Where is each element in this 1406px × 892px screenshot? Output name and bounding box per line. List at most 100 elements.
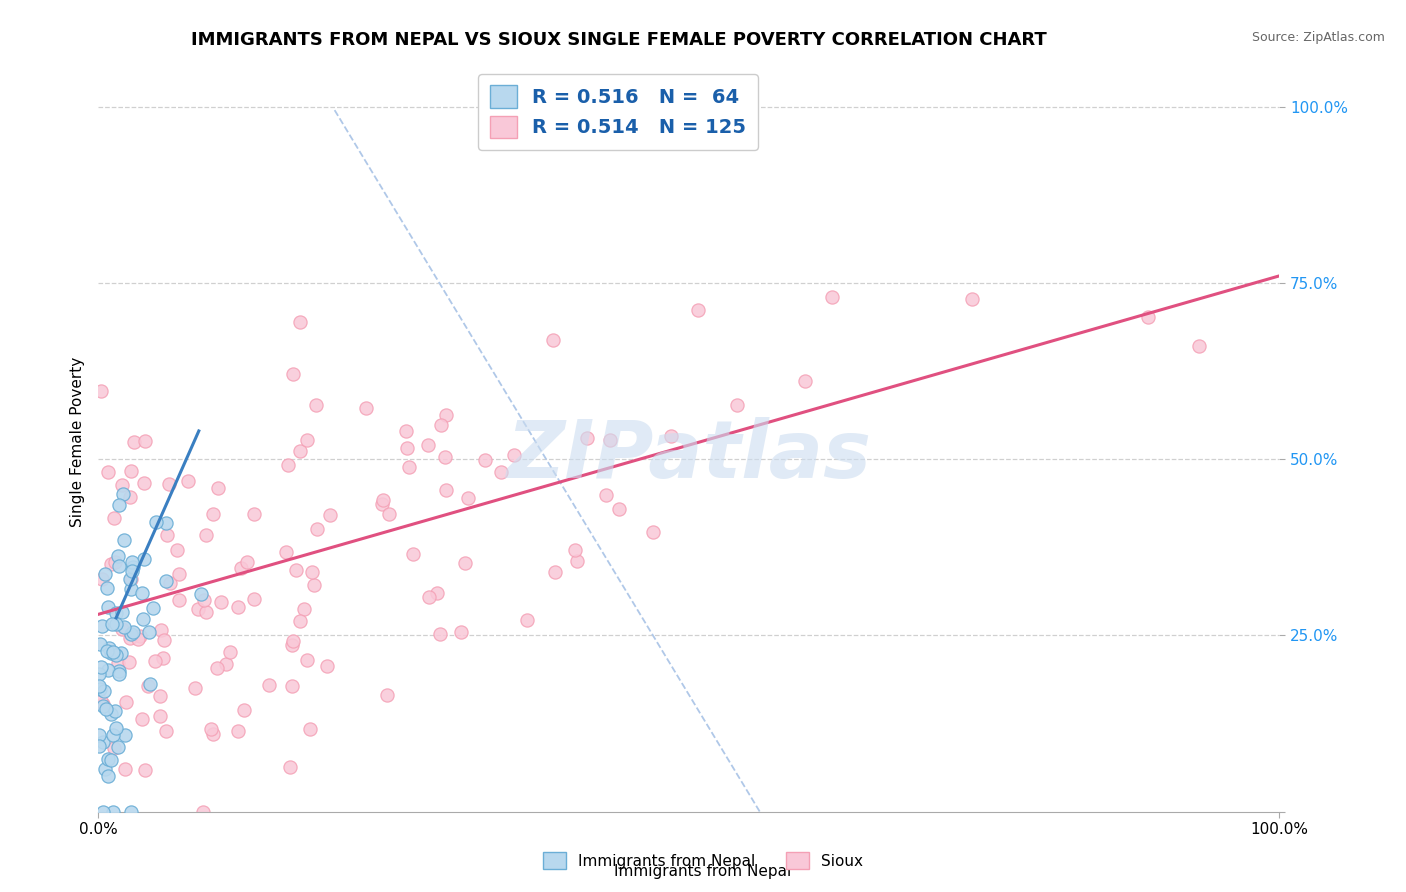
Point — [288, 614, 311, 628]
Point — [131, 712, 153, 726]
Point — [90, 619, 112, 633]
Point — [375, 688, 398, 702]
Point — [90, 659, 112, 673]
Point — [202, 507, 225, 521]
Point — [960, 292, 983, 306]
Point — [259, 678, 281, 692]
Point — [371, 497, 394, 511]
Point — [94, 762, 117, 776]
Point — [688, 302, 710, 317]
Point — [89, 728, 111, 742]
Y-axis label: Single Female Poverty: Single Female Poverty — [69, 357, 84, 526]
Point — [377, 507, 399, 521]
Point — [108, 558, 131, 573]
Point — [105, 648, 128, 663]
Point — [190, 587, 212, 601]
Point — [114, 728, 136, 742]
Point — [398, 459, 420, 474]
Point — [283, 367, 305, 381]
Point — [136, 679, 159, 693]
Point — [110, 646, 132, 660]
Point — [89, 679, 111, 693]
Point — [142, 601, 165, 615]
Point — [108, 667, 131, 681]
Text: Immigrants from Nepal: Immigrants from Nepal — [614, 863, 792, 879]
Point — [129, 629, 152, 643]
Point — [607, 502, 630, 516]
Point — [305, 398, 328, 412]
Point — [103, 645, 125, 659]
Point — [112, 619, 135, 633]
Point — [155, 516, 177, 530]
Point — [228, 724, 250, 739]
Point — [243, 508, 266, 522]
Point — [103, 741, 125, 756]
Point — [104, 704, 127, 718]
Point — [821, 290, 844, 304]
Point — [474, 453, 496, 467]
Point — [115, 695, 138, 709]
Point — [100, 753, 122, 767]
Point — [114, 762, 136, 776]
Legend: Immigrants from Nepal, Sioux: Immigrants from Nepal, Sioux — [537, 846, 869, 875]
Point — [454, 556, 477, 570]
Legend: R = 0.516   N =  64, R = 0.514   N = 125: R = 0.516 N = 64, R = 0.514 N = 125 — [478, 74, 758, 150]
Point — [121, 805, 143, 819]
Point — [215, 657, 238, 672]
Point — [143, 655, 166, 669]
Point — [134, 434, 156, 449]
Point — [108, 665, 131, 679]
Point — [319, 508, 342, 522]
Point — [145, 515, 167, 529]
Point — [295, 433, 318, 447]
Point — [118, 655, 141, 669]
Point — [121, 560, 143, 574]
Point — [219, 645, 242, 659]
Point — [93, 684, 115, 698]
Point — [418, 590, 440, 604]
Point — [316, 659, 339, 673]
Point — [277, 458, 299, 472]
Point — [103, 511, 125, 525]
Point — [418, 438, 440, 452]
Point — [97, 600, 120, 615]
Point — [121, 625, 143, 640]
Point — [132, 552, 155, 566]
Point — [209, 595, 232, 609]
Point — [111, 605, 134, 619]
Text: IMMIGRANTS FROM NEPAL VS SIOUX SINGLE FEMALE POVERTY CORRELATION CHART: IMMIGRANTS FROM NEPAL VS SIOUX SINGLE FE… — [191, 31, 1046, 49]
Point — [302, 578, 325, 592]
Point — [155, 574, 177, 588]
Point — [134, 763, 156, 777]
Text: Source: ZipAtlas.com: Source: ZipAtlas.com — [1251, 31, 1385, 45]
Point — [1137, 310, 1160, 324]
Point — [87, 666, 110, 681]
Point — [138, 625, 160, 640]
Point — [195, 606, 218, 620]
Point — [107, 657, 129, 671]
Point — [278, 760, 301, 774]
Point — [659, 429, 682, 443]
Point — [111, 622, 134, 636]
Point — [187, 602, 209, 616]
Point — [434, 408, 457, 422]
Point — [233, 703, 256, 717]
Point — [152, 651, 174, 665]
Point — [121, 565, 143, 579]
Point — [307, 522, 329, 536]
Point — [295, 653, 318, 667]
Point — [91, 735, 114, 749]
Point — [489, 465, 512, 479]
Point — [200, 722, 222, 736]
Point — [575, 431, 598, 445]
Point — [599, 433, 621, 447]
Point — [97, 663, 120, 677]
Point — [131, 586, 153, 600]
Point — [120, 582, 142, 596]
Point — [120, 572, 142, 586]
Point — [89, 681, 111, 696]
Point — [207, 482, 229, 496]
Point — [121, 555, 143, 569]
Point — [565, 554, 588, 568]
Point — [112, 533, 135, 547]
